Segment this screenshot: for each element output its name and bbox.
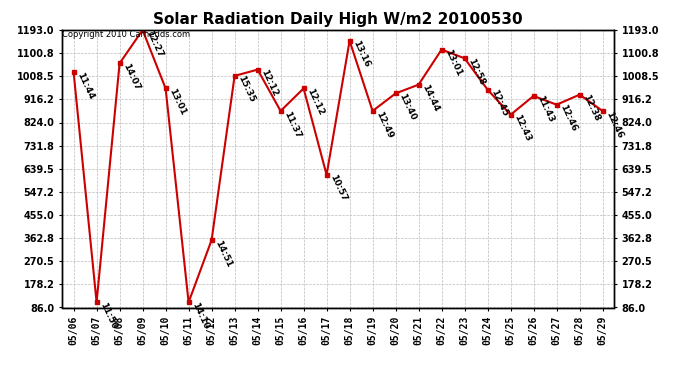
Text: 12:46: 12:46 xyxy=(604,110,624,140)
Text: 12:12: 12:12 xyxy=(305,87,325,117)
Text: 13:01: 13:01 xyxy=(167,87,187,117)
Text: 11:43: 11:43 xyxy=(535,94,555,124)
Text: 12:58: 12:58 xyxy=(466,57,486,87)
Text: 13:16: 13:16 xyxy=(351,39,371,69)
Text: 14:10: 14:10 xyxy=(190,301,210,331)
Text: 13:01: 13:01 xyxy=(443,48,463,78)
Text: Copyright 2010 Carhedds.com: Copyright 2010 Carhedds.com xyxy=(62,30,190,39)
Text: 12:12: 12:12 xyxy=(259,68,279,98)
Text: 11:50: 11:50 xyxy=(98,301,118,330)
Text: 12:38: 12:38 xyxy=(581,93,601,123)
Text: 12:45: 12:45 xyxy=(489,88,509,118)
Text: 15:35: 15:35 xyxy=(236,75,256,104)
Text: 12:46: 12:46 xyxy=(558,104,578,133)
Text: 14:07: 14:07 xyxy=(121,62,141,92)
Text: 14:44: 14:44 xyxy=(420,83,440,113)
Title: Solar Radiation Daily High W/m2 20100530: Solar Radiation Daily High W/m2 20100530 xyxy=(153,12,523,27)
Text: 13:40: 13:40 xyxy=(397,92,417,122)
Text: 14:51: 14:51 xyxy=(213,238,233,268)
Text: 12:27: 12:27 xyxy=(144,28,164,58)
Text: 12:43: 12:43 xyxy=(512,113,532,143)
Text: 11:37: 11:37 xyxy=(282,110,302,140)
Text: 12:49: 12:49 xyxy=(374,110,395,140)
Text: 11:44: 11:44 xyxy=(75,71,95,101)
Text: 10:57: 10:57 xyxy=(328,174,348,203)
